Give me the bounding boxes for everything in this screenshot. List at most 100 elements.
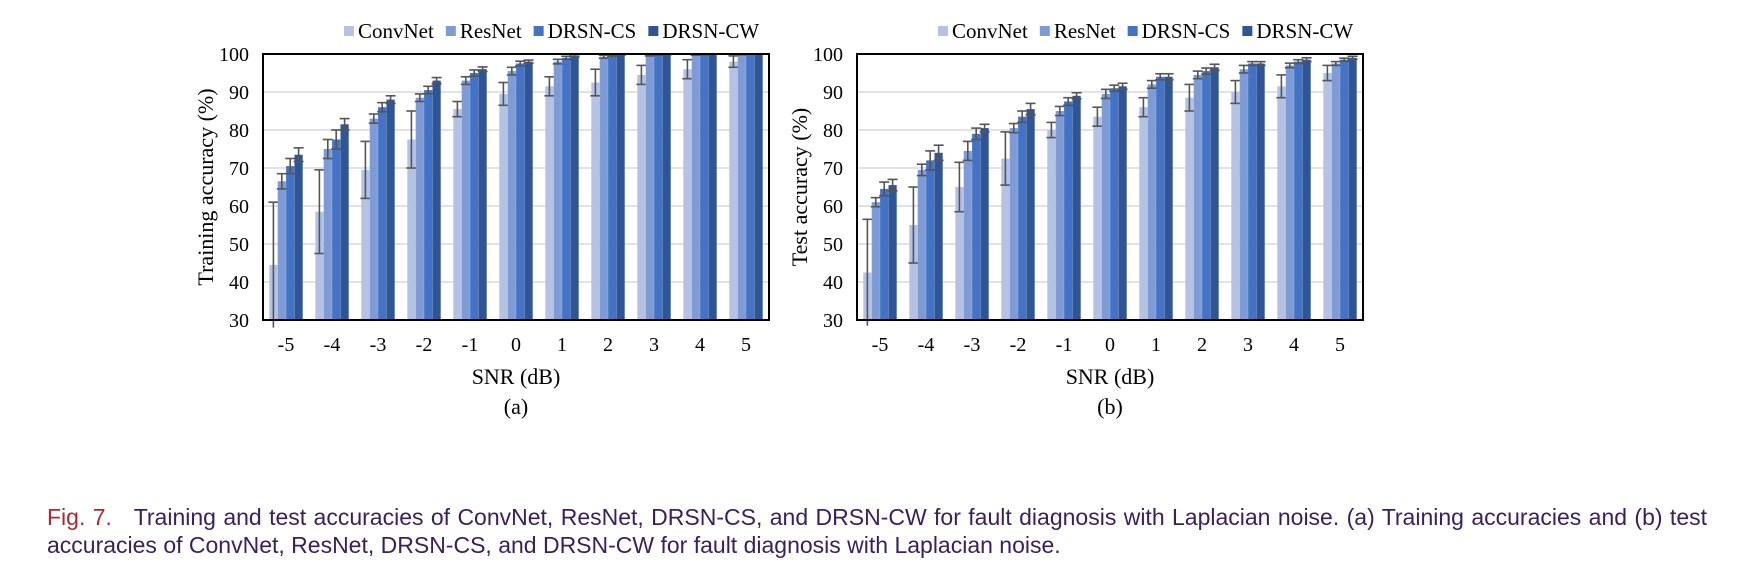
chart-panel-b: 30 40 50 60 70 80 90 100 -5 -4 -3 -2 -1 0 1 2 3 4 5 SNR (dB… [787,19,1364,419]
bar-convnet-4 [683,69,692,320]
bar-drsn-cs-2 [1202,71,1211,320]
plot-frame [856,53,1364,321]
bar-drsn-cw--4 [934,152,943,320]
bar-resnet-4 [691,54,700,320]
legend-swatch [648,26,659,36]
legend-label-resnet: ResNet [1054,19,1116,43]
figure-caption: Fig. 7. Training and test accuracies of … [47,503,1707,559]
plot-frame [262,53,770,321]
x-tick-label: 1 [1151,334,1161,356]
bar-drsn-cw--4 [340,124,349,320]
bar-drsn-cw-1 [1164,76,1173,320]
bar-resnet--1 [1055,111,1064,320]
x-tick-label: -3 [370,334,387,356]
x-tick-label: -1 [462,334,479,356]
y-tick-label: 70 [823,158,843,180]
x-tick-label: 0 [1105,334,1115,356]
legend-label-drsn-cw: DRSN-CW [662,19,759,43]
bar-drsn-cw--5 [888,185,897,320]
legend-swatch [938,26,948,36]
x-tick-label: -5 [872,334,889,356]
bar-convnet--3 [955,187,964,320]
bar-drsn-cs--2 [424,90,433,320]
bar-convnet-0 [1093,116,1102,320]
bar-resnet-3 [1239,69,1248,320]
x-tick-label: 5 [1335,334,1345,356]
bar-drsn-cs-1 [562,57,571,321]
bar-drsn-cw--5 [294,154,303,320]
bar-convnet-3 [1231,92,1240,320]
legend: ConvNet ResNet DRSN-CS DRSN-CW [344,19,759,43]
bar-drsn-cs--4 [926,160,935,320]
bar-convnet-5 [1323,73,1332,320]
bar-resnet--1 [461,80,470,320]
bar-drsn-cw-3 [662,54,671,320]
bar-drsn-cs--1 [470,73,479,320]
bar-resnet--2 [1009,128,1018,320]
x-tick-label: 5 [741,334,751,356]
panel-label: (a) [504,394,528,419]
bar-convnet--4 [909,225,918,320]
bar-resnet--2 [415,97,424,320]
x-tick-label: 1 [557,334,567,356]
bar-drsn-cw--1 [1072,95,1081,320]
legend-swatch [344,26,354,36]
y-tick-label: 50 [229,234,249,256]
bar-drsn-cs--3 [972,133,981,320]
bar-resnet-2 [599,56,608,320]
bar-drsn-cw-4 [708,54,717,320]
bar-drsn-cs-3 [654,54,663,320]
bar-drsn-cs--2 [1018,116,1027,320]
bar-convnet--2 [407,139,416,320]
x-tick-label: -2 [1010,334,1027,356]
legend-swatch [445,26,456,36]
bar-resnet-3 [645,55,654,320]
bar-convnet-5 [729,61,738,320]
bar-drsn-cw-5 [1348,57,1357,321]
y-axis-label: Training accuracy (%) [193,88,218,285]
bar-convnet--1 [1047,130,1056,320]
legend-label-drsn-cs: DRSN-CS [548,19,637,43]
y-tick-label: 90 [229,82,249,104]
bar-drsn-cw-2 [616,54,625,320]
bar-resnet-0 [507,71,516,320]
legend-swatch [1039,26,1050,36]
bar-drsn-cs-4 [700,54,709,320]
bar-drsn-cw--3 [386,99,395,320]
y-tick-label: 40 [229,272,249,294]
y-tick-label: 50 [823,234,843,256]
bar-drsn-cs-3 [1248,63,1257,320]
bar-drsn-cs-1 [1156,76,1165,320]
bar-resnet--4 [323,149,332,320]
bar-resnet--5 [277,181,286,320]
bar-drsn-cw-1 [570,55,579,321]
bar-resnet-5 [1331,63,1340,320]
bar-drsn-cs--3 [378,107,387,320]
x-tick-label: 2 [603,334,613,356]
bar-convnet-2 [591,82,600,320]
bar-drsn-cs-4 [1294,61,1303,320]
y-tick-label: 90 [823,82,843,104]
legend-label-drsn-cw: DRSN-CW [1256,19,1353,43]
bar-drsn-cs-5 [746,54,755,320]
y-tick-label: 60 [823,196,843,218]
bar-drsn-cs--5 [880,188,889,320]
x-tick-label: -5 [278,334,295,356]
bar-resnet-5 [737,54,746,320]
bar-drsn-cs--5 [286,166,295,320]
panel-label: (b) [1097,394,1123,419]
y-tick-label: 100 [219,44,249,66]
x-tick-label: 0 [511,334,521,356]
bar-drsn-cw--3 [980,128,989,320]
y-tick-label: 80 [823,120,843,142]
bar-drsn-cw-0 [1118,86,1127,320]
y-tick-label: 70 [229,158,249,180]
legend-swatch [1127,26,1138,36]
y-tick-label: 30 [229,310,249,332]
bar-drsn-cw-0 [524,61,533,320]
bar-convnet--2 [1001,158,1010,320]
x-tick-label: 3 [1243,334,1253,356]
bar-drsn-cw-5 [754,54,763,320]
caption-label: Fig. 7. [47,504,112,530]
bar-convnet-4 [1277,86,1286,320]
